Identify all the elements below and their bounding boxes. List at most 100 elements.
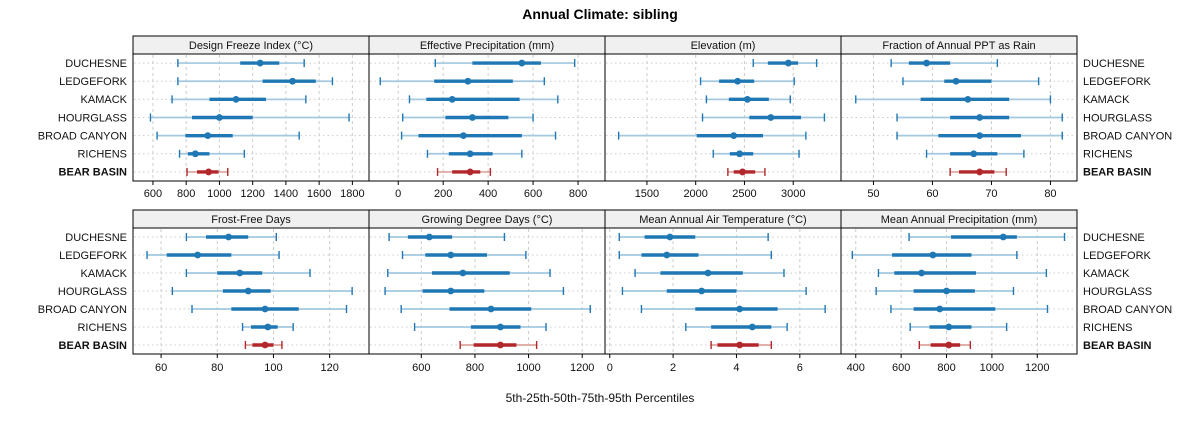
median-dot [736, 341, 744, 349]
median-dot [497, 323, 504, 331]
median-dot [191, 150, 199, 158]
axis-tick-label: 1400 [274, 188, 298, 200]
axis-tick-label: 80 [211, 362, 223, 374]
percentile-interval [949, 167, 1007, 176]
panel-design-freeze-index-c: Design Freeze Index (°C) 600 800 1000 1200 14… [132, 35, 370, 200]
median-dot [459, 269, 467, 277]
median-dot [487, 305, 495, 313]
median-dot [194, 251, 202, 259]
median-dot [497, 341, 504, 349]
chart-title: Annual Climate: sibling [522, 6, 678, 22]
percentile-interval [890, 59, 999, 68]
median-dot [952, 77, 960, 85]
axis-tick-label: 1200 [570, 362, 594, 374]
percentile-interval [191, 305, 348, 313]
percentile-interval [896, 131, 1063, 140]
axis-tick-label: 800 [937, 362, 955, 374]
x-axis-label: 5th-25th-50th-75th-95th Percentiles [505, 391, 695, 405]
percentile-interval [244, 341, 283, 349]
median-dot [244, 287, 252, 295]
row-label-right: LEDGEFORK [1083, 76, 1152, 88]
axis-tick-label: 0 [607, 362, 613, 374]
row-label-right: RICHENS [1083, 149, 1133, 161]
axis-tick-label: 600 [412, 362, 430, 374]
percentile-interval [146, 251, 280, 259]
axis-tick-label: 1600 [307, 188, 331, 200]
median-dot [918, 269, 925, 277]
axis-tick-label: 1200 [1025, 362, 1049, 374]
row-label-right: BROAD CANYON [1083, 130, 1172, 142]
percentile-interval [177, 77, 334, 86]
axis-tick-label: 3000 [781, 188, 805, 200]
percentile-interval [908, 233, 1066, 241]
median-dot [425, 233, 433, 241]
panel-fraction-of-annual-ppt-as-rain: Fraction of Annual PPT as Rain 50 60 70 80 [840, 35, 1078, 200]
percentile-interval [909, 323, 1008, 331]
percentile-interval [379, 77, 546, 86]
median-dot [666, 233, 674, 241]
axis-tick-label: 2 [670, 362, 676, 374]
axis-tick-label: 800 [177, 188, 195, 200]
percentile-interval [185, 269, 311, 277]
median-dot [447, 251, 455, 259]
percentile-interval [902, 77, 1040, 86]
row-label-right: HOURGLASS [1083, 112, 1152, 124]
median-dot [945, 323, 953, 331]
panel-mean-annual-precipitation-mm: Mean Annual Precipitation (mm) 400 600 800 1… [840, 209, 1078, 374]
median-dot [464, 77, 472, 85]
median-dot [767, 114, 775, 121]
row-label-left: BEAR BASIN [59, 167, 128, 179]
row-label-left: BROAD CANYON [38, 130, 127, 142]
panel-frost-free-days: Frost-Free Days 60 80 100 120 [132, 209, 370, 374]
row-label-right: BEAR BASIN [1083, 167, 1152, 179]
panel-title: Effective Precipitation (mm) [420, 40, 554, 52]
row-label-left: HOURGLASS [58, 112, 127, 124]
row-label-left: KAMACK [81, 268, 128, 280]
percentile-interval [177, 59, 305, 68]
median-dot [999, 233, 1007, 241]
median-dot [976, 132, 984, 140]
panel-growing-degree-days-c: Growing Degree Days (°C) 600 800 1000 1200 [368, 209, 606, 374]
axis-tick-label: 70 [985, 188, 997, 200]
median-dot [923, 59, 930, 67]
panel-title: Mean Annual Air Temperature (°C) [639, 214, 806, 226]
panel-effective-precipitation-mm: Effective Precipitation (mm) 0 200 400 600 80… [368, 35, 606, 200]
median-dot [736, 305, 744, 313]
percentile-interval [710, 341, 773, 349]
axis-tick-label: 1000 [980, 362, 1004, 374]
axis-tick-label: 0 [395, 188, 401, 200]
row-label-right: HOURGLASS [1083, 286, 1152, 298]
percentile-interval [387, 269, 551, 277]
percentile-interval [896, 113, 1063, 122]
row-label-left: BROAD CANYON [38, 304, 127, 316]
panel-title: Fraction of Annual PPT as Rain [882, 40, 1035, 52]
panel-title: Growing Degree Days (°C) [422, 214, 553, 226]
axis-tick-label: 50 [867, 188, 879, 200]
median-dot [784, 59, 792, 67]
median-dot [704, 269, 712, 277]
median-dot [225, 233, 232, 241]
row-label-right: BROAD CANYON [1083, 304, 1172, 316]
percentile-interval [925, 149, 1025, 158]
median-dot [936, 305, 944, 313]
median-dot [743, 95, 751, 103]
axis-tick-label: 1800 [340, 188, 364, 200]
panel-title: Design Freeze Index (°C) [189, 40, 313, 52]
row-label-right: RICHENS [1083, 322, 1133, 334]
median-dot [943, 287, 950, 295]
axis-tick-label: 80 [1044, 188, 1056, 200]
median-dot [261, 341, 269, 349]
percentile-interval [402, 113, 534, 122]
percentile-interval [388, 233, 506, 241]
percentile-interval [426, 149, 523, 158]
percentile-interval [621, 287, 807, 295]
row-label-left: LEDGEFORK [59, 76, 128, 88]
percentile-interval [171, 287, 353, 295]
percentile-interval [459, 341, 538, 349]
percentile-interval [685, 323, 788, 331]
axis-tick-label: 600 [524, 188, 542, 200]
median-dot [730, 132, 738, 140]
percentile-interval [156, 131, 300, 140]
row-label-left: BEAR BASIN [59, 340, 128, 352]
